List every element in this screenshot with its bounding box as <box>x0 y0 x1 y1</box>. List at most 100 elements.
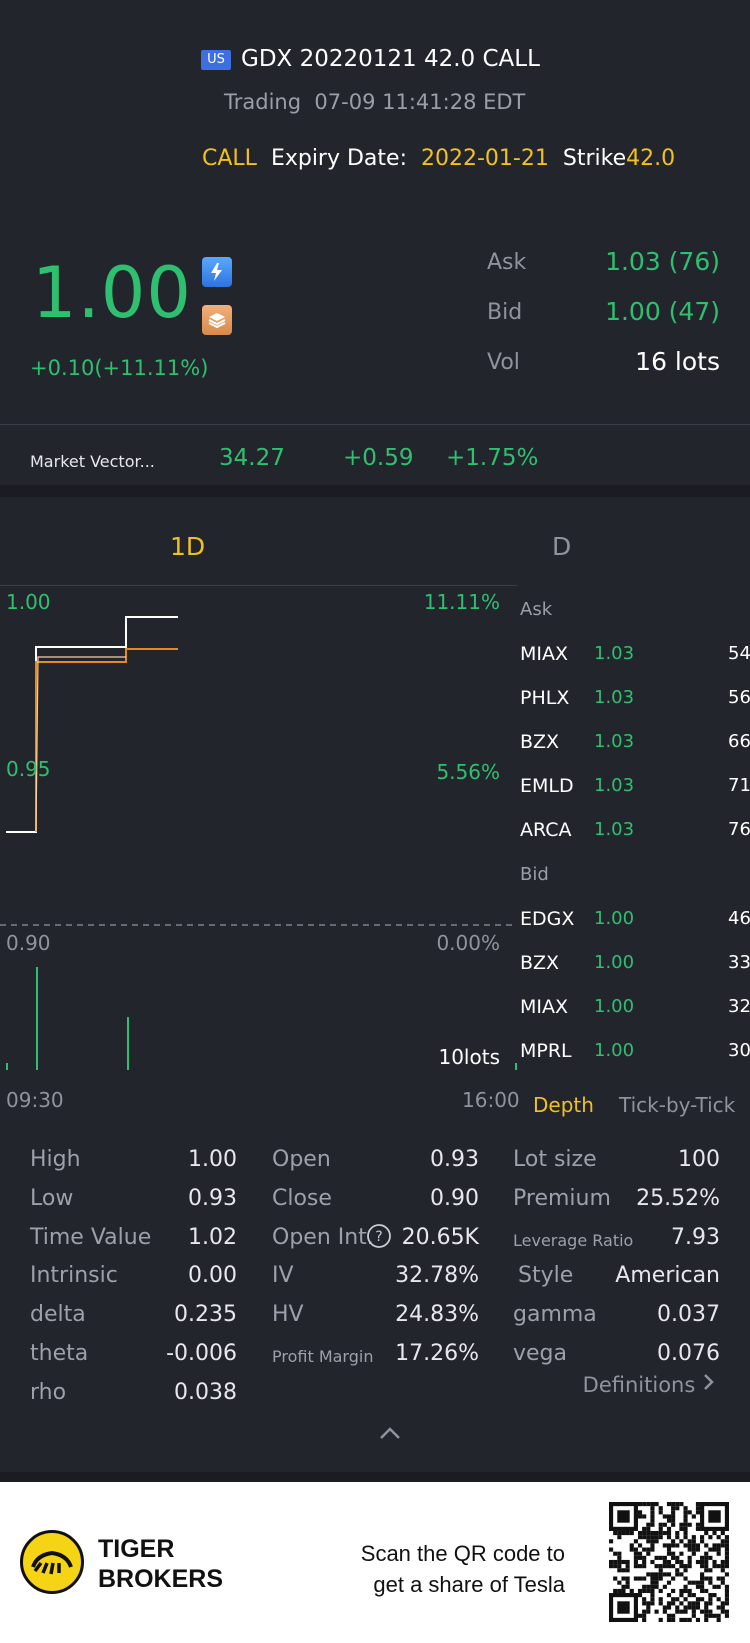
depth-size: 76 <box>728 819 750 840</box>
depth-price: 1.00 <box>594 952 635 973</box>
depth-exchange: BZX <box>520 952 560 974</box>
qr-caption-line-2: get a share of Tesla <box>373 1572 565 1597</box>
avg-price-line <box>35 648 178 832</box>
depth-price: 1.03 <box>594 775 635 796</box>
vol-value: 16 lots <box>635 347 720 376</box>
bid-label: Bid <box>487 300 523 325</box>
tab-daily[interactable]: D <box>552 532 572 561</box>
stat-label: IV <box>272 1263 294 1289</box>
stat-label: vega <box>513 1341 568 1366</box>
stat-label: Open Int. <box>272 1224 374 1250</box>
stat-value: 0.90 <box>430 1185 479 1211</box>
strike-value: 42.0 <box>626 146 676 171</box>
flash-icon[interactable] <box>202 257 232 287</box>
y-axis-mid: 0.95 <box>6 757 51 781</box>
underlying-price: 34.27 <box>219 445 285 471</box>
depth-size: 66 <box>728 731 750 752</box>
tiger-logo-icon <box>20 1530 84 1594</box>
brand-line-2: BROKERS <box>98 1565 224 1593</box>
depth-size: 56 <box>728 687 750 708</box>
depth-size: 32 <box>728 996 750 1017</box>
stat-label: Close <box>272 1185 332 1211</box>
stat-value: 0.93 <box>188 1185 237 1211</box>
stat-value: 0.037 <box>657 1302 720 1328</box>
pct-axis-bottom: 0.00% <box>436 931 500 955</box>
depth-exchange: PHLX <box>520 687 570 709</box>
depth-size: 33 <box>728 952 750 973</box>
time-end: 16:00 <box>462 1088 520 1112</box>
depth-exchange: EMLD <box>520 775 574 797</box>
depth-size: 71 <box>728 775 750 796</box>
definitions-label: Definitions <box>582 1373 696 1397</box>
stat-label: Leverage Ratio <box>513 1230 634 1250</box>
stat-value: 1.00 <box>188 1147 237 1172</box>
stat-value: 17.26% <box>395 1341 479 1366</box>
stat-value: 0.038 <box>174 1379 237 1405</box>
depth-size: 46 <box>728 908 750 929</box>
brand-name: TIGER BROKERS <box>98 1534 223 1594</box>
expiry-label: Expiry Date: <box>270 146 407 171</box>
depth-bid-label: Bid <box>520 864 549 885</box>
contract-info-row: CALL Expiry Date: 2022-01-21 Strike42.0 <box>202 146 675 171</box>
svg-text:?: ? <box>375 1229 382 1245</box>
depth-price: 1.00 <box>594 1040 635 1061</box>
chevron-right-icon <box>704 1374 714 1390</box>
help-icon[interactable]: ? <box>366 1223 392 1249</box>
underlying-change-pct: +1.75% <box>446 445 539 471</box>
strike-label: Strike <box>562 146 627 171</box>
tab-depth[interactable]: Depth <box>533 1093 594 1117</box>
timestamp: 07-09 11:41:28 EDT <box>314 90 526 114</box>
trading-status: Trading 07-09 11:41:28 EDT <box>224 90 525 114</box>
stat-label: Intrinsic <box>30 1263 118 1289</box>
depth-exchange: ARCA <box>520 819 572 841</box>
tab-1d[interactable]: 1D <box>170 532 206 561</box>
price-change: +0.10(+11.11%) <box>30 356 209 380</box>
vol-label: Vol <box>487 350 520 375</box>
stat-label: theta <box>30 1341 89 1366</box>
underlying-name[interactable]: Market Vector... <box>30 452 155 471</box>
stat-value: -0.006 <box>166 1341 237 1366</box>
volume-scale-label: 10lots <box>438 1045 500 1069</box>
pct-axis-mid: 5.56% <box>436 760 500 784</box>
contract-title: GDX 20220121 42.0 CALL <box>241 46 540 72</box>
chart-top-divider <box>0 585 517 586</box>
depth-price: 1.03 <box>594 643 635 664</box>
brand-line-1: TIGER <box>98 1535 175 1563</box>
stat-value: 25.52% <box>636 1185 720 1211</box>
layers-icon[interactable] <box>202 305 232 335</box>
stat-label: HV <box>272 1302 304 1328</box>
promo-footer: TIGER BROKERS Scan the QR code to get a … <box>0 1482 750 1643</box>
stat-label: gamma <box>513 1302 597 1328</box>
y-axis-bottom: 0.90 <box>6 931 51 955</box>
ask-label: Ask <box>487 250 527 275</box>
stat-value: 24.83% <box>395 1302 479 1328</box>
stat-value: 0.00 <box>188 1263 237 1289</box>
definitions-link[interactable]: Definitions <box>583 1372 716 1397</box>
stat-label: Lot size <box>513 1147 597 1172</box>
divider <box>0 424 750 425</box>
stat-label: High <box>30 1147 81 1172</box>
y-axis-top: 1.00 <box>6 590 51 614</box>
depth-exchange: MIAX <box>520 996 569 1018</box>
chevron-up-icon[interactable] <box>378 1425 402 1441</box>
market-badge: US <box>201 50 231 70</box>
stat-value: 1.02 <box>188 1224 237 1250</box>
tab-tick-by-tick[interactable]: Tick-by-Tick <box>619 1093 736 1117</box>
price-line-shadow <box>35 656 126 833</box>
expiry-value: 2022-01-21 <box>421 146 549 171</box>
depth-price: 1.00 <box>594 908 635 929</box>
stat-value: 0.076 <box>657 1341 720 1366</box>
qr-caption-line-1: Scan the QR code to <box>360 1541 565 1566</box>
depth-exchange: BZX <box>520 731 560 753</box>
stat-value: American <box>615 1263 720 1289</box>
footer-divider <box>0 1472 750 1482</box>
status-label: Trading <box>224 90 302 114</box>
stat-value: 20.65K <box>401 1224 479 1250</box>
depth-price: 1.03 <box>594 731 635 752</box>
depth-exchange: EDGX <box>520 908 575 930</box>
intraday-chart[interactable] <box>0 587 517 1107</box>
depth-price: 1.03 <box>594 819 635 840</box>
price-line <box>6 616 178 833</box>
depth-exchange: MPRL <box>520 1040 572 1062</box>
stat-value: 32.78% <box>395 1263 479 1289</box>
